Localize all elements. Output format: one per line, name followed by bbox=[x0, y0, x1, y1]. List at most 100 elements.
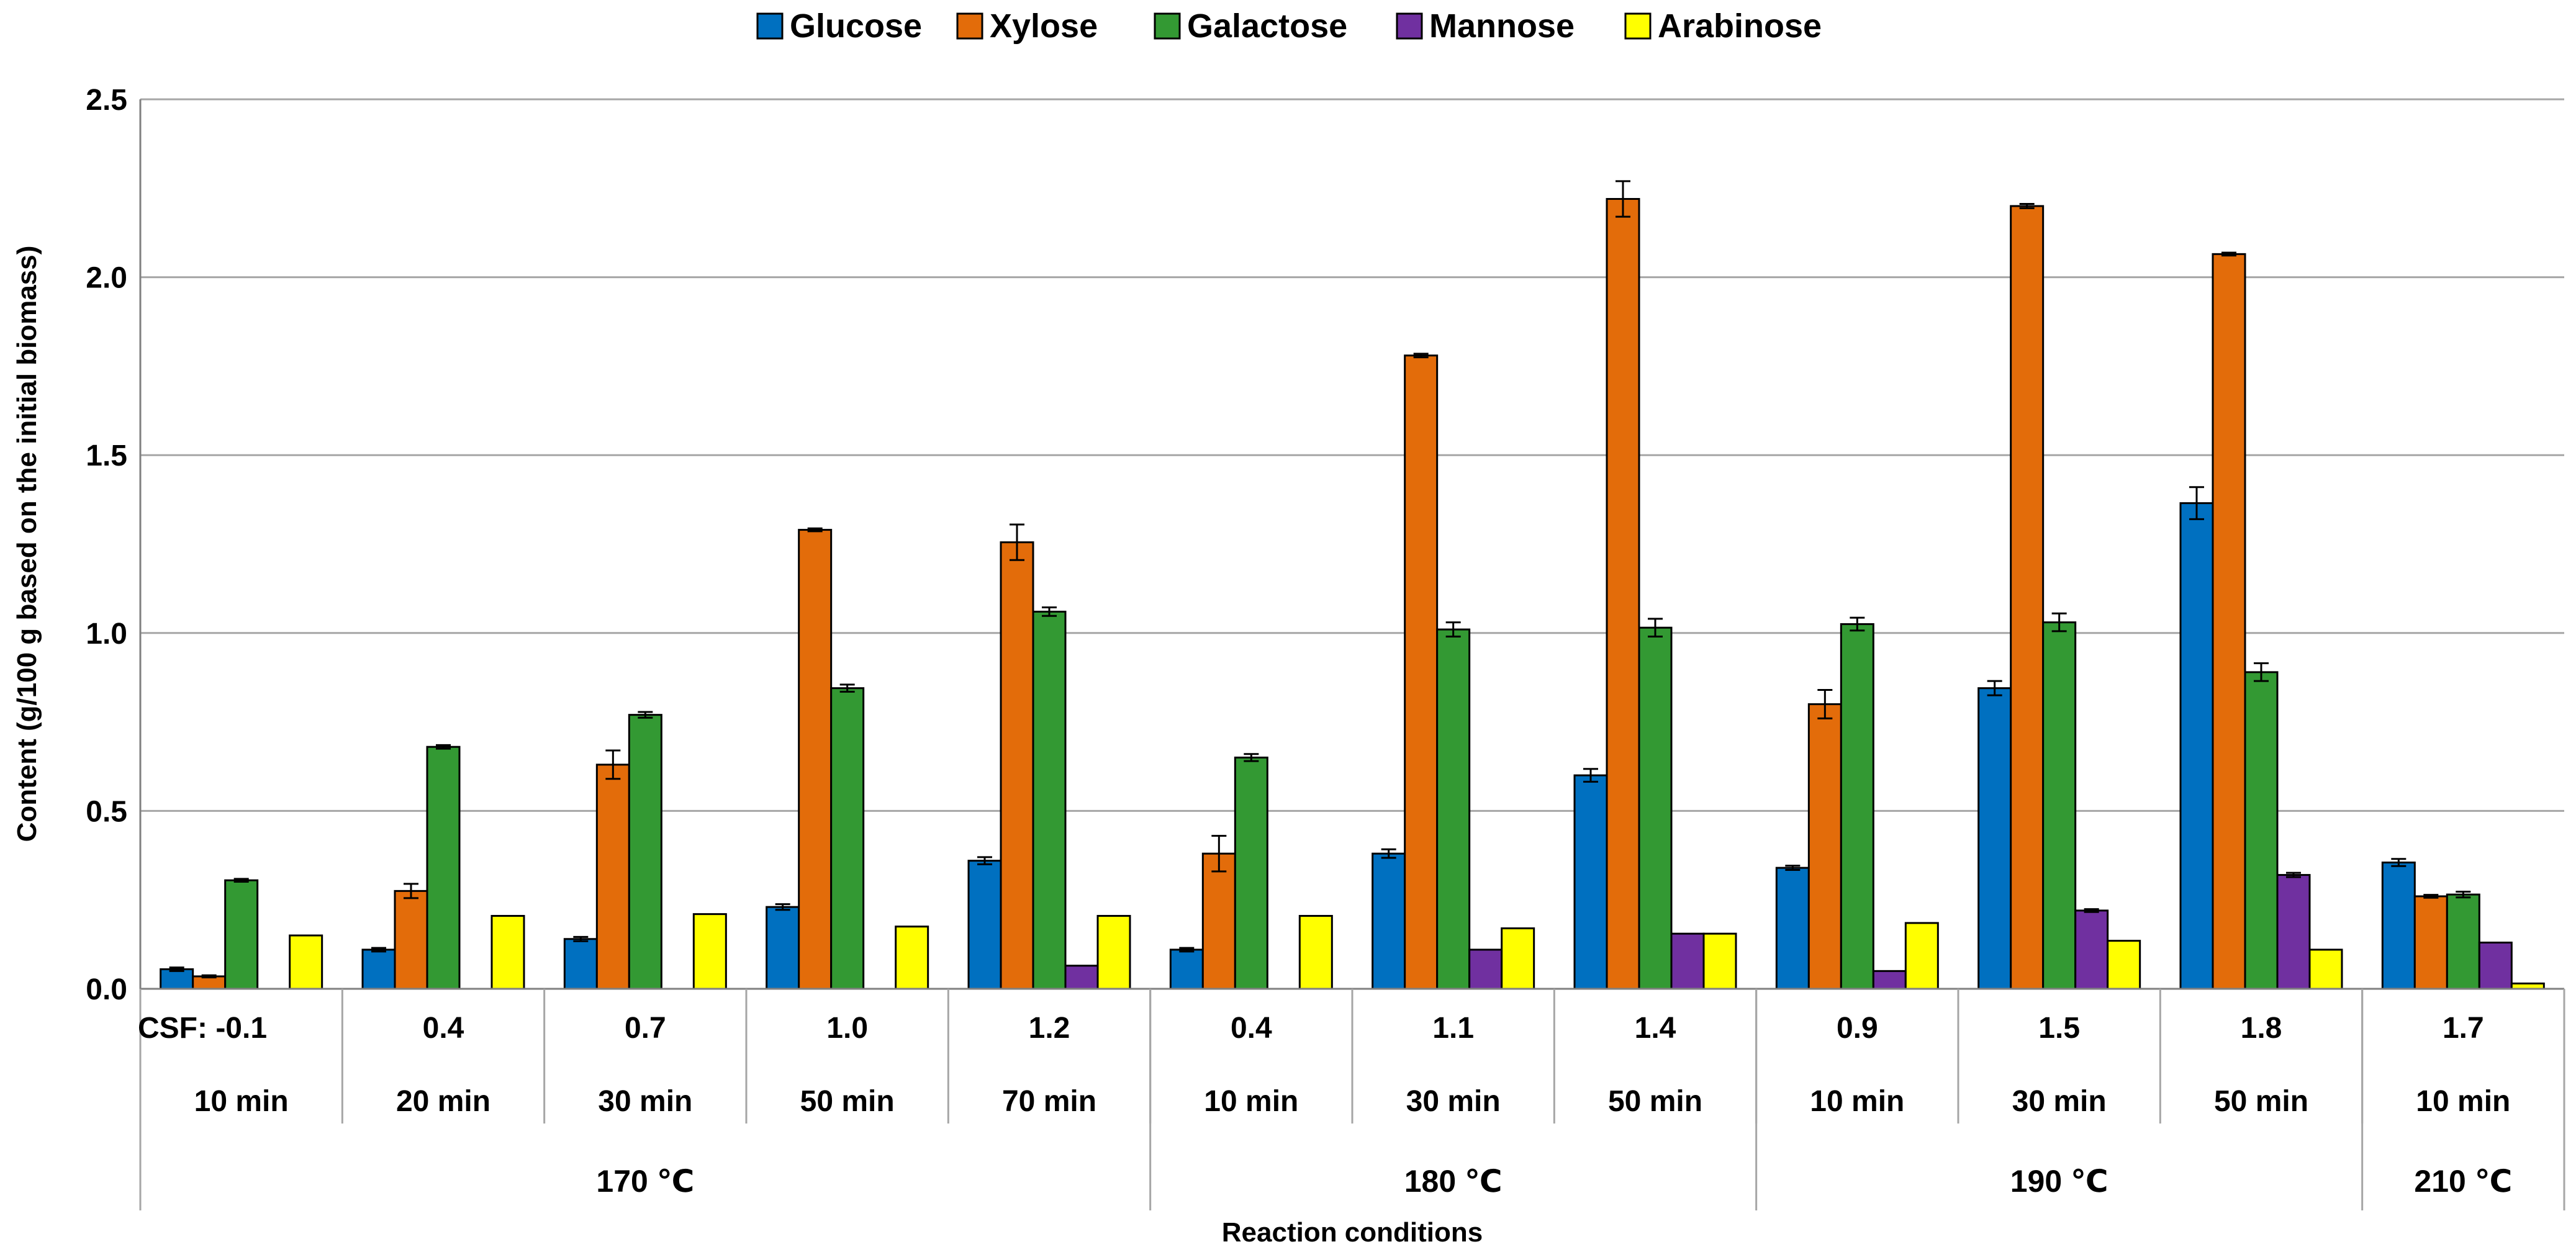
bar-mannose bbox=[2276, 874, 2311, 990]
bar-xylose bbox=[595, 763, 630, 990]
bar-mannose bbox=[1872, 970, 1907, 990]
bar-glucose bbox=[967, 860, 1002, 990]
csf-label: 0.4 bbox=[1231, 1012, 1272, 1045]
time-label: 10 min bbox=[1810, 1085, 1904, 1118]
y-tick-label: 0.0 bbox=[86, 973, 127, 1006]
bar-glucose bbox=[160, 968, 194, 990]
y-tick-labels: 0.0 0.5 1.0 1.5 2.0 2.5 bbox=[86, 84, 127, 1006]
time-label: 10 min bbox=[194, 1085, 289, 1118]
legend: Glucose Xylose Galactose Mannose Arabinose bbox=[756, 7, 1822, 45]
bar-arabinose bbox=[1904, 922, 1939, 990]
bar-galactose bbox=[426, 745, 461, 990]
bar-galactose bbox=[830, 687, 865, 990]
bar-arabinose bbox=[692, 913, 727, 990]
bar-galactose bbox=[1638, 626, 1673, 990]
csf-label: 0.7 bbox=[625, 1012, 666, 1045]
bar-glucose bbox=[2179, 502, 2214, 990]
group-label: 170 ℃ bbox=[596, 1164, 694, 1199]
y-tick-label: 1.0 bbox=[86, 618, 127, 651]
x-axis-label: Reaction conditions bbox=[1222, 1217, 1483, 1248]
x-category-labels: CSF: -0.1 10 min 0.4 20 min 0.7 30 min 1.0 50 m… bbox=[138, 1012, 2512, 1199]
legend-label-arabinose: Arabinose bbox=[1658, 7, 1822, 45]
bar-xylose bbox=[1606, 197, 1640, 990]
bar-xylose bbox=[1201, 852, 1236, 990]
bar-galactose bbox=[1032, 610, 1067, 990]
bar-galactose bbox=[2042, 621, 2077, 990]
y-axis-label: Content (g/100 g based on the initial bi… bbox=[12, 246, 42, 842]
bars bbox=[160, 180, 2545, 990]
bar-glucose bbox=[361, 948, 396, 990]
bar-mannose bbox=[1670, 932, 1705, 990]
bar-glucose bbox=[2381, 862, 2416, 990]
time-label: 50 min bbox=[800, 1085, 895, 1118]
legend-label-glucose: Glucose bbox=[790, 7, 922, 45]
bar-galactose bbox=[628, 714, 662, 990]
time-label: 30 min bbox=[1406, 1085, 1501, 1118]
bar-mannose bbox=[1468, 948, 1503, 990]
bar-xylose bbox=[1807, 703, 1842, 990]
time-label: 20 min bbox=[396, 1085, 490, 1118]
bar-xylose bbox=[1000, 541, 1034, 990]
bar-arabinose bbox=[2308, 948, 2343, 990]
bar-arabinose bbox=[289, 934, 323, 990]
bar-glucose bbox=[1169, 948, 1204, 990]
time-label: 70 min bbox=[1002, 1085, 1096, 1118]
gridlines bbox=[140, 98, 2564, 812]
y-tick-label: 1.5 bbox=[86, 439, 127, 472]
csf-label: 0.4 bbox=[423, 1012, 464, 1045]
csf-label: 1.5 bbox=[2038, 1012, 2080, 1045]
bar-xylose bbox=[394, 889, 428, 990]
bar-xylose bbox=[2413, 895, 2448, 990]
legend-swatch-mannose bbox=[1396, 12, 1423, 40]
bar-mannose bbox=[2074, 909, 2109, 990]
csf-label: 0.9 bbox=[1837, 1012, 1878, 1045]
time-label: 50 min bbox=[1608, 1085, 1702, 1118]
axes bbox=[139, 99, 2565, 1210]
bar-galactose bbox=[1436, 628, 1471, 990]
time-label: 10 min bbox=[2416, 1085, 2510, 1118]
bar-glucose bbox=[766, 906, 800, 990]
bar-galactose bbox=[2244, 671, 2279, 990]
bar-arabinose bbox=[1501, 927, 1535, 990]
y-tick-label: 0.5 bbox=[86, 795, 127, 828]
legend-label-mannose: Mannose bbox=[1429, 7, 1575, 45]
bar-glucose bbox=[1573, 774, 1608, 990]
time-label: 30 min bbox=[598, 1085, 692, 1118]
bar-arabinose bbox=[895, 925, 929, 990]
legend-label-xylose: Xylose bbox=[990, 7, 1098, 45]
time-label: 30 min bbox=[2012, 1085, 2107, 1118]
bar-arabinose bbox=[2107, 940, 2141, 990]
csf-label: 1.1 bbox=[1432, 1012, 1474, 1045]
csf-label: 1.0 bbox=[826, 1012, 868, 1045]
group-label: 180 ℃ bbox=[1404, 1164, 1503, 1199]
bar-xylose bbox=[1404, 354, 1439, 990]
legend-swatch-xylose bbox=[956, 12, 983, 40]
csf-label: 1.8 bbox=[2241, 1012, 2282, 1045]
csf-label: 1.2 bbox=[1029, 1012, 1070, 1045]
bar-xylose bbox=[798, 529, 833, 990]
bar-glucose bbox=[563, 938, 598, 990]
legend-label-galactose: Galactose bbox=[1187, 7, 1347, 45]
csf-label: 1.4 bbox=[1635, 1012, 1676, 1045]
bar-mannose bbox=[1064, 965, 1099, 990]
bar-galactose bbox=[2446, 893, 2480, 990]
y-tick-label: 2.5 bbox=[86, 84, 127, 117]
group-label: 210 ℃ bbox=[2414, 1164, 2512, 1199]
group-label: 190 ℃ bbox=[2010, 1164, 2108, 1199]
bar-arabinose bbox=[1702, 932, 1737, 990]
bar-glucose bbox=[1372, 852, 1406, 990]
bar-arabinose bbox=[490, 914, 525, 990]
legend-swatch-arabinose bbox=[1624, 12, 1652, 40]
bar-galactose bbox=[1234, 756, 1268, 990]
bar-arabinose bbox=[1298, 914, 1333, 990]
legend-swatch-galactose bbox=[1154, 12, 1181, 40]
bar-galactose bbox=[224, 879, 259, 990]
bar-xylose bbox=[2212, 253, 2246, 990]
bar-galactose bbox=[1840, 623, 1874, 990]
csf-label: CSF: -0.1 bbox=[138, 1012, 267, 1045]
bar-glucose bbox=[1977, 687, 2012, 990]
bar-mannose bbox=[2478, 941, 2513, 990]
bar-xylose bbox=[2010, 205, 2045, 990]
bar-arabinose bbox=[1096, 914, 1131, 990]
